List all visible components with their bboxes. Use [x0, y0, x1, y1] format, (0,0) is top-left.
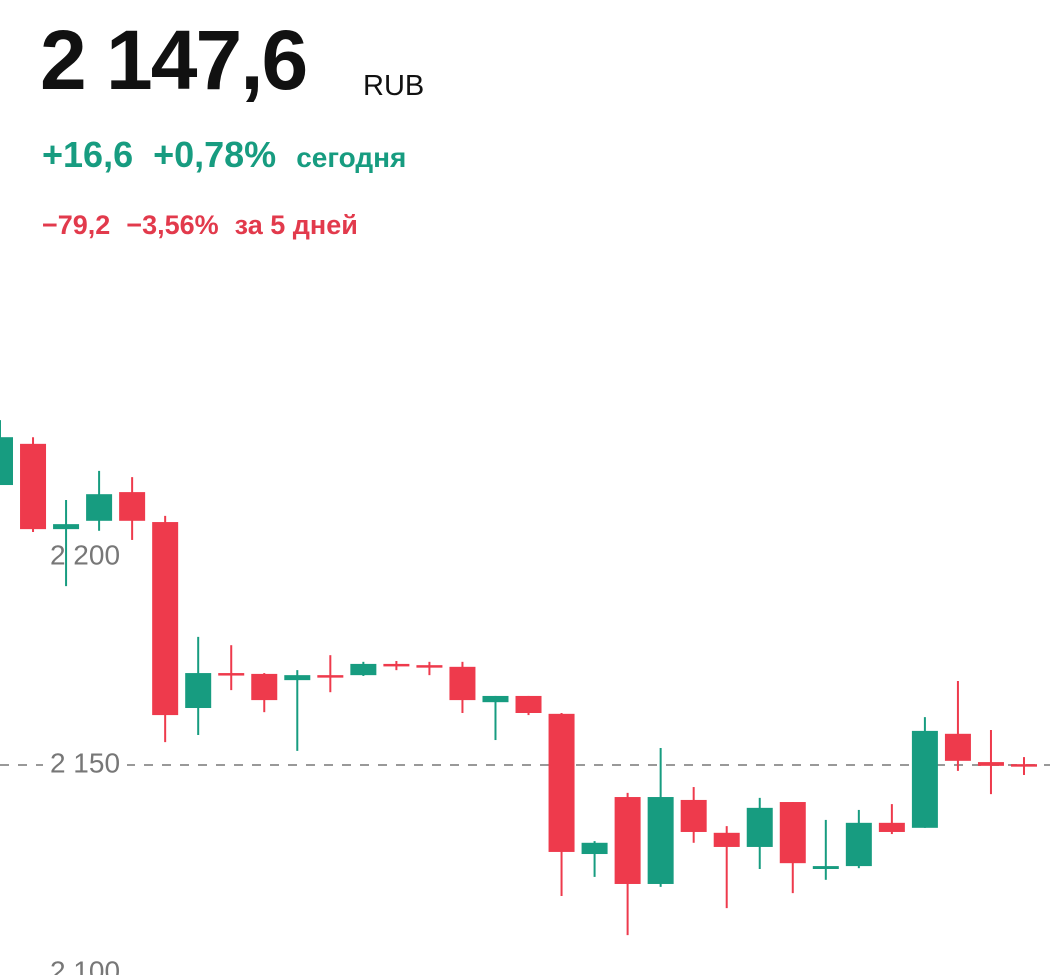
- candle-body: [185, 673, 212, 709]
- y-tick-label: 2 100: [50, 955, 120, 975]
- candle-body: [0, 437, 13, 486]
- five-day-change: −79,2 −3,56% за 5 дней: [42, 210, 378, 241]
- tick-label-bg: [43, 957, 127, 975]
- candle-body: [779, 802, 806, 864]
- percent: +0,78%: [153, 134, 277, 175]
- candle-body: [284, 675, 311, 681]
- candle-body: [680, 799, 707, 832]
- quote-header: 2 147,6 RUB +16,6 +0,78% сегодня −79,2 −3,5…: [0, 0, 1050, 260]
- candle-body: [449, 666, 476, 701]
- candle-body: [416, 665, 443, 668]
- candle-body: [53, 524, 80, 530]
- y-tick-label: 2 150: [50, 747, 120, 778]
- candle-body: [911, 730, 938, 828]
- candle-body: [1011, 764, 1037, 767]
- candle-body: [944, 733, 971, 761]
- percent: −3,56%: [126, 210, 219, 240]
- candle-body: [317, 675, 344, 678]
- candle-body: [812, 866, 839, 869]
- candle-body: [251, 673, 278, 701]
- tick-label-bg: [43, 541, 127, 573]
- candle-body: [350, 663, 377, 676]
- currency: RUB: [363, 70, 425, 102]
- candle-body: [119, 492, 146, 521]
- period-label: за 5 дней: [234, 210, 358, 240]
- period-label: сегодня: [296, 142, 407, 173]
- price: 2 147,6: [40, 13, 308, 107]
- tick-label-bg: [43, 749, 127, 781]
- candle-body: [647, 797, 674, 884]
- candle-body: [614, 797, 641, 884]
- candle-body: [383, 663, 410, 667]
- change: +16,6: [42, 134, 134, 175]
- y-tick-label: 2 200: [50, 539, 120, 570]
- candle-body: [713, 832, 740, 847]
- candle-body: [581, 842, 608, 855]
- candle-body: [845, 822, 872, 867]
- candle-body: [482, 695, 509, 703]
- candle-body: [20, 443, 47, 530]
- candle-body: [218, 673, 245, 676]
- candle-body: [746, 807, 773, 847]
- candle-body: [86, 494, 113, 521]
- candle-body: [878, 822, 905, 832]
- candle-body: [515, 695, 542, 713]
- change: −79,2: [42, 210, 111, 240]
- today-change: +16,6 +0,78% сегодня: [42, 134, 426, 176]
- candle-body: [152, 522, 179, 716]
- candle-body: [548, 713, 575, 852]
- candle-body: [977, 762, 1004, 766]
